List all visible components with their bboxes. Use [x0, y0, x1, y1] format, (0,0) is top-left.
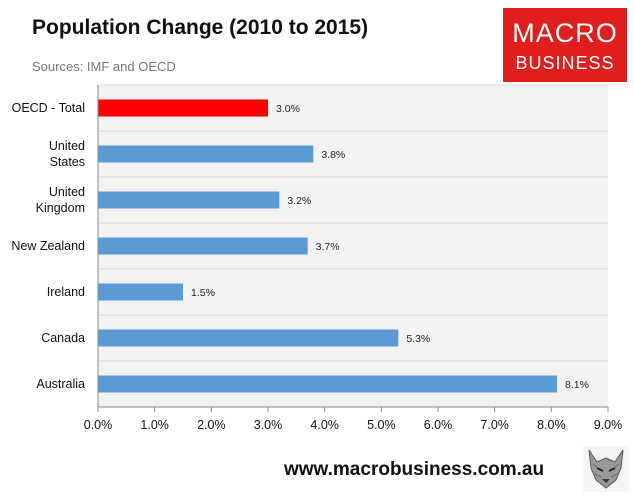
data-label: 3.8%: [321, 149, 345, 161]
macrobusiness-logo: MACRO BUSINESS: [503, 8, 627, 82]
x-tick-label: 0.0%: [84, 418, 113, 432]
x-tick-label: 6.0%: [424, 418, 453, 432]
category-label: United Kingdom: [36, 185, 85, 215]
x-axis-ticks: 0.0% 1.0% 2.0% 3.0% 4.0% 5.0% 6.0% 7.0% 8.0% 9.0%: [84, 407, 623, 432]
x-tick-label: 5.0%: [367, 418, 396, 432]
data-label: 3.0%: [276, 103, 300, 115]
x-tick-label: 9.0%: [594, 418, 623, 432]
category-label: OECD - Total: [12, 101, 85, 115]
x-tick-label: 1.0%: [140, 418, 169, 432]
category-label: Australia: [36, 377, 85, 391]
x-tick-label: 7.0%: [480, 418, 509, 432]
data-label: 3.7%: [316, 241, 340, 253]
bar: [98, 375, 557, 393]
category-label: Canada: [41, 331, 85, 345]
bar: [98, 329, 399, 347]
data-label: 3.2%: [287, 195, 311, 207]
data-label: 1.5%: [191, 287, 215, 299]
chart-title: Population Change (2010 to 2015): [32, 16, 369, 39]
bar: [98, 99, 268, 117]
footer-url: www.macrobusiness.com.au: [284, 459, 545, 480]
chart-subtitle: Sources: IMF and OECD: [32, 59, 176, 74]
bar: [98, 283, 183, 301]
bars: [98, 99, 557, 393]
category-label: New Zealand: [11, 239, 85, 253]
x-tick-label: 8.0%: [537, 418, 566, 432]
wolf-logo-icon: [583, 446, 629, 492]
category-label: United States: [49, 139, 85, 169]
x-tick-label: 4.0%: [310, 418, 339, 432]
category-labels: OECD - Total United States United Kingdom New…: [11, 101, 85, 391]
bar: [98, 145, 314, 163]
data-label: 5.3%: [406, 333, 430, 345]
bar: [98, 237, 308, 255]
data-labels: 3.0% 3.8% 3.2% 3.7% 1.5% 5.3% 8.1%: [191, 103, 589, 391]
logo-line-business: BUSINESS: [515, 53, 615, 73]
bar: [98, 191, 280, 209]
category-label: Ireland: [47, 285, 85, 299]
x-tick-label: 3.0%: [254, 418, 283, 432]
data-label: 8.1%: [565, 379, 589, 391]
logo-line-macro: MACRO: [512, 18, 618, 48]
x-tick-label: 2.0%: [197, 418, 226, 432]
